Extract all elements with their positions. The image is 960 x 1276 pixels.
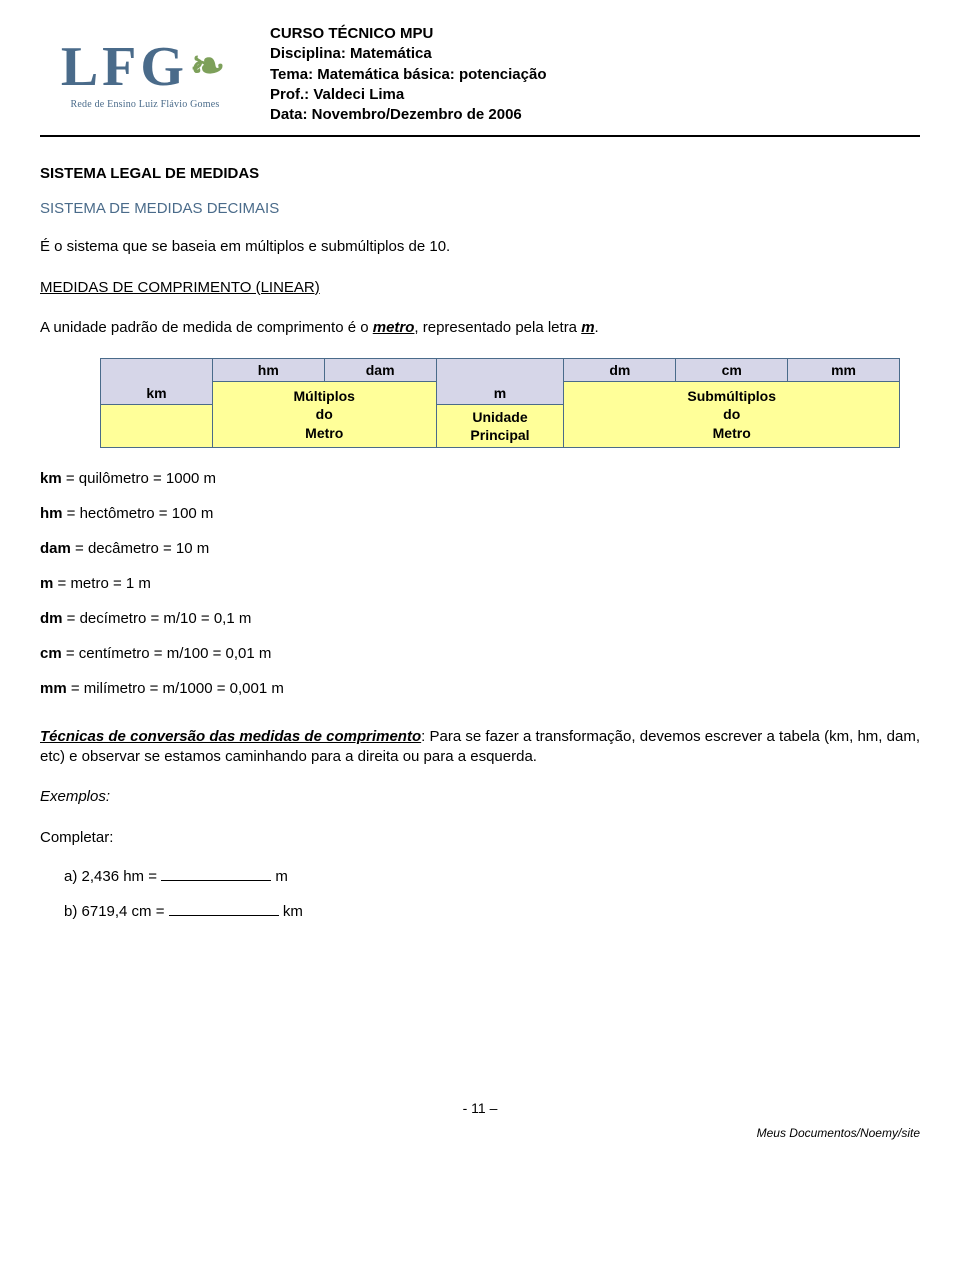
- header-line-5: Data: Novembro/Dezembro de 2006: [270, 105, 547, 125]
- table-row: MúltiplosdoMetro m SubmúltiplosdoMetro: [101, 382, 900, 405]
- header-line-2: Disciplina: Matemática: [270, 44, 547, 64]
- ex-a-prefix: a) 2,436 hm =: [64, 868, 161, 885]
- cell-submultiplos: SubmúltiplosdoMetro: [564, 382, 900, 448]
- def-km-abbr: km: [40, 470, 62, 487]
- desc-letter: m: [581, 319, 594, 336]
- leaf-icon: ❧: [190, 46, 229, 88]
- cell-multiplos: MúltiplosdoMetro: [212, 382, 436, 448]
- def-cm-text: = centímetro = m/100 = 0,01 m: [62, 645, 272, 662]
- def-hm: hm = hectômetro = 100 m: [40, 505, 920, 522]
- def-m-abbr: m: [40, 575, 53, 592]
- cell-unidade: UnidadePrincipal: [436, 404, 564, 447]
- ex-a-unit: m: [271, 868, 288, 885]
- linear-description: A unidade padrão de medida de compriment…: [40, 318, 920, 338]
- document-header: LFG ❧ Rede de Ensino Luiz Flávio Gomes C…: [40, 24, 920, 125]
- cell-km: km: [101, 359, 213, 405]
- desc-suffix: .: [595, 319, 599, 336]
- main-title: SISTEMA LEGAL DE MEDIDAS: [40, 165, 920, 182]
- def-mm-abbr: mm: [40, 680, 67, 697]
- def-m-text: = metro = 1 m: [53, 575, 151, 592]
- def-cm: cm = centímetro = m/100 = 0,01 m: [40, 645, 920, 662]
- def-dam-abbr: dam: [40, 540, 71, 557]
- page-footer: - 11 – Meus Documentos/Noemy/site: [40, 1100, 920, 1140]
- completar-label: Completar:: [40, 828, 920, 848]
- unidade-text: UnidadePrincipal: [470, 409, 529, 443]
- units-table-wrap: km hm dam dm cm mm MúltiplosdoMetro m Su…: [100, 358, 900, 448]
- def-m: m = metro = 1 m: [40, 575, 920, 592]
- desc-prefix: A unidade padrão de medida de compriment…: [40, 319, 373, 336]
- logo-subtitle: Rede de Ensino Luiz Flávio Gomes: [71, 99, 220, 110]
- tecnica-paragraph: Técnicas de conversão das medidas de com…: [40, 727, 920, 768]
- def-km-text: = quilômetro = 1000 m: [62, 470, 216, 487]
- header-line-1: CURSO TÉCNICO MPU: [270, 24, 547, 44]
- def-dm: dm = decímetro = m/10 = 0,1 m: [40, 610, 920, 627]
- exercise-list: a) 2,436 hm = m b) 6719,4 cm = km: [64, 868, 920, 920]
- def-dm-abbr: dm: [40, 610, 63, 627]
- definitions-list: km = quilômetro = 1000 m hm = hectômetro…: [40, 470, 920, 697]
- footer-path: Meus Documentos/Noemy/site: [757, 1126, 920, 1140]
- multiplos-text: MúltiplosdoMetro: [294, 388, 355, 440]
- tecnica-lead: Técnicas de conversão das medidas de com…: [40, 728, 421, 745]
- blank-field: [169, 915, 279, 916]
- examples-label: Exemplos:: [40, 787, 920, 807]
- cell-hm: hm: [212, 359, 324, 382]
- def-dam-text: = decâmetro = 10 m: [71, 540, 209, 557]
- cell-dam: dam: [324, 359, 436, 382]
- def-dm-text: = decímetro = m/10 = 0,1 m: [63, 610, 252, 627]
- header-text-block: CURSO TÉCNICO MPU Disciplina: Matemática…: [270, 24, 547, 125]
- logo-main: LFG: [61, 39, 188, 95]
- blank-field: [161, 880, 271, 881]
- exercise-a: a) 2,436 hm = m: [64, 868, 920, 885]
- ex-b-prefix: b) 6719,4 cm =: [64, 903, 169, 920]
- cell-dm: dm: [564, 359, 676, 382]
- cell-cm: cm: [676, 359, 788, 382]
- subtitle: SISTEMA DE MEDIDAS DECIMAIS: [40, 200, 920, 217]
- def-mm: mm = milímetro = m/1000 = 0,001 m: [40, 680, 920, 697]
- linear-heading: MEDIDAS DE COMPRIMENTO (LINEAR): [40, 278, 920, 298]
- def-dam: dam = decâmetro = 10 m: [40, 540, 920, 557]
- def-mm-text: = milímetro = m/1000 = 0,001 m: [67, 680, 284, 697]
- def-cm-abbr: cm: [40, 645, 62, 662]
- def-hm-text: = hectômetro = 100 m: [63, 505, 214, 522]
- cell-m: m: [436, 382, 564, 405]
- logo: LFG ❧ Rede de Ensino Luiz Flávio Gomes: [40, 24, 250, 124]
- header-divider: [40, 135, 920, 137]
- logo-text: LFG ❧: [61, 39, 229, 95]
- desc-mid: , representado pela letra: [414, 319, 581, 336]
- desc-unit: metro: [373, 319, 415, 336]
- ex-b-unit: km: [279, 903, 303, 920]
- header-line-4: Prof.: Valdeci Lima: [270, 85, 547, 105]
- units-table: km hm dam dm cm mm MúltiplosdoMetro m Su…: [100, 358, 900, 448]
- cell-mm: mm: [788, 359, 900, 382]
- cell-empty: [436, 359, 564, 382]
- exercise-b: b) 6719,4 cm = km: [64, 903, 920, 920]
- submultiplos-text: SubmúltiplosdoMetro: [687, 388, 776, 440]
- intro-paragraph: É o sistema que se baseia em múltiplos e…: [40, 237, 920, 257]
- def-km: km = quilômetro = 1000 m: [40, 470, 920, 487]
- table-row: km hm dam dm cm mm: [101, 359, 900, 382]
- def-hm-abbr: hm: [40, 505, 63, 522]
- header-line-3: Tema: Matemática básica: potenciação: [270, 65, 547, 85]
- page-number: - 11 –: [40, 1100, 920, 1116]
- cell-km-yellow: [101, 404, 213, 447]
